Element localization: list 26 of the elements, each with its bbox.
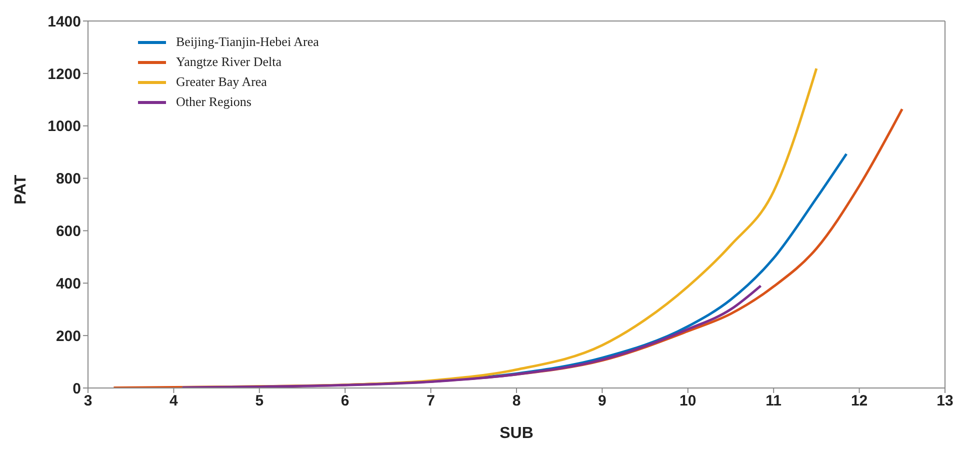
legend-label: Other Regions <box>176 94 252 110</box>
x-tick-label: 4 <box>170 392 179 410</box>
x-axis-title: SUB <box>500 425 534 442</box>
legend-label: Beijing-Tianjin-Hebei Area <box>176 34 319 50</box>
x-tick-label: 8 <box>512 392 521 410</box>
y-tick-label: 1000 <box>48 118 81 136</box>
line-series <box>181 284 762 388</box>
x-tick-label: 3 <box>84 392 92 410</box>
legend-label: Greater Bay Area <box>176 74 267 90</box>
x-tick-label: 13 <box>936 392 954 410</box>
y-tick-label: 1200 <box>48 66 81 83</box>
y-tick-label: 800 <box>56 170 81 188</box>
y-tick-label: 200 <box>56 328 81 345</box>
x-tick-label: 9 <box>598 392 606 410</box>
x-tick-label: 7 <box>426 392 435 410</box>
y-tick-label: 400 <box>56 275 81 292</box>
y-axis-title: PAT <box>12 174 30 204</box>
x-tick-label: 6 <box>340 392 350 410</box>
y-tick-label: 0 <box>72 380 81 398</box>
y-tick-label: 1400 <box>48 13 81 30</box>
x-tick-label: 5 <box>255 392 264 410</box>
x-tick-label: 11 <box>766 392 782 410</box>
legend-label: Yangtze River Delta <box>176 54 282 70</box>
x-tick-label: 10 <box>680 392 696 410</box>
y-tick-label: 600 <box>56 223 81 240</box>
x-tick-label: 12 <box>850 392 868 410</box>
